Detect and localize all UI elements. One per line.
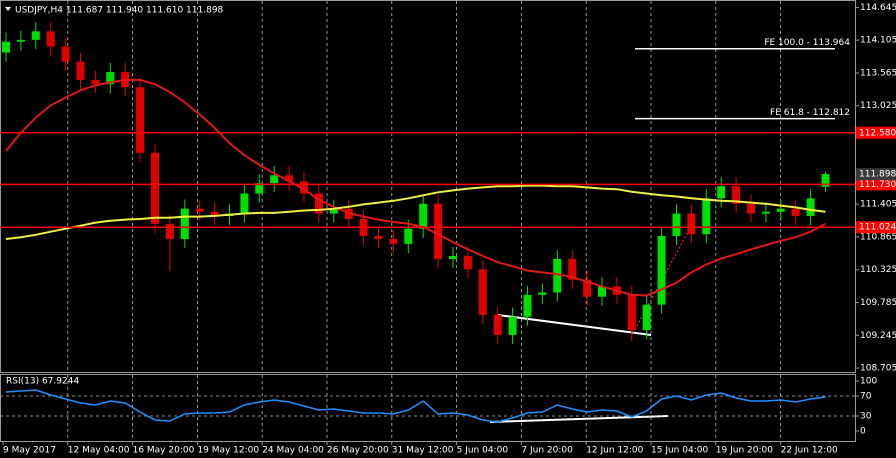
candle-body: [538, 292, 547, 295]
candle-body: [374, 235, 383, 240]
y-tick-label: 113.565: [860, 68, 896, 78]
candle-body: [478, 269, 487, 315]
candle-body: [747, 203, 755, 214]
y-tick-label: 110.865: [860, 232, 896, 242]
level-tag: [856, 221, 896, 234]
y-tick-label: 0: [860, 427, 866, 437]
candle-body: [598, 286, 606, 297]
x-tick-label: 26 May 20:00: [327, 446, 389, 456]
chart-title: USDJPY,H4 111.687 111.940 111.610 111.89…: [15, 6, 224, 16]
candle-body: [46, 31, 55, 47]
y-tick-label: 114.105: [860, 36, 896, 46]
candle-body: [732, 186, 741, 204]
candle-body: [821, 174, 830, 187]
y-tick-label: 109.785: [860, 298, 896, 308]
candle-body: [493, 314, 502, 335]
last-price-label: 111.898: [859, 170, 896, 180]
candle-body: [806, 198, 815, 216]
candle-body: [31, 31, 40, 40]
x-tick-label: 5 Jun 04:00: [457, 446, 509, 456]
candle-body: [270, 175, 279, 184]
rsi-frame: [0, 374, 856, 442]
x-tick-label: 19 May 12:00: [197, 446, 259, 456]
fe-label: FE 100.0 - 113.964: [764, 38, 850, 48]
level-tag: [856, 178, 896, 191]
y-tick-label: 114.645: [860, 3, 896, 13]
level-label: 111.730: [859, 180, 896, 190]
candle-body: [2, 41, 10, 53]
candle-body: [508, 316, 517, 335]
fe-label: FE 61.8 - 112.812: [770, 108, 850, 118]
y-tick-label: 110.325: [860, 265, 896, 275]
moving-average: [5, 184, 826, 240]
candle-body: [76, 61, 85, 80]
last-price-tag: [856, 168, 896, 181]
candle-body: [255, 183, 264, 194]
x-tick-label: 22 Jun 12:00: [781, 446, 838, 456]
candle-body: [210, 211, 219, 216]
x-tick-label: 12 May 04:00: [68, 446, 130, 456]
candle-body: [180, 208, 189, 240]
candle-body: [702, 198, 711, 235]
candle-body: [91, 79, 100, 85]
moving-average: [5, 78, 826, 297]
candle-body: [285, 175, 294, 182]
candle-body: [240, 193, 249, 214]
candle-body: [314, 193, 323, 214]
x-tick-label: 19 Jun 20:00: [716, 446, 773, 456]
rsi-line: [5, 389, 826, 423]
candle-body: [523, 294, 532, 317]
candle-body: [776, 208, 785, 212]
x-tick-label: 12 Jun 12:00: [586, 446, 643, 456]
candle-body: [717, 186, 726, 199]
y-tick-label: 70: [860, 392, 872, 402]
candle-body: [553, 259, 562, 293]
candle-body: [136, 87, 145, 153]
menu-triangle: [5, 7, 11, 11]
candle-body: [463, 256, 472, 270]
x-tick-label: 9 May 2017: [3, 446, 56, 456]
candle-body: [329, 208, 338, 214]
candle-body: [791, 208, 800, 216]
candle-body: [165, 223, 174, 240]
candle-body: [449, 256, 457, 260]
candle-body: [404, 228, 413, 244]
trend-line: [497, 314, 652, 336]
candle-body: [389, 239, 398, 244]
y-tick-label: 100: [860, 377, 877, 387]
candle-body: [687, 213, 696, 235]
level-label: 111.024: [859, 223, 896, 233]
candle-body: [151, 152, 159, 224]
x-tick-label: 31 May 12:00: [392, 446, 454, 456]
y-tick-label: 109.245: [860, 331, 896, 341]
candle-body: [16, 39, 25, 42]
main-frame: [0, 0, 856, 373]
level-label: 112.580: [859, 128, 896, 138]
y-tick-label: 113.025: [860, 101, 896, 111]
candle-body: [627, 294, 636, 331]
y-tick-label: 108.705: [860, 364, 896, 374]
x-tick-label: 24 May 04:00: [262, 446, 324, 456]
candle-body: [583, 279, 592, 297]
candle-body: [642, 304, 651, 331]
rsi-trend-line: [489, 415, 669, 423]
x-tick-label: 16 May 20:00: [133, 446, 195, 456]
candle-body: [434, 203, 443, 260]
level-tag: [856, 126, 896, 139]
x-tick-label: 15 Jun 04:00: [651, 446, 708, 456]
candle-body: [300, 181, 308, 194]
candle-body: [419, 203, 428, 229]
x-tick-label: 7 Jun 20:00: [521, 446, 573, 456]
candle-body: [106, 72, 115, 85]
candle-body: [61, 46, 70, 62]
candle-body: [657, 235, 666, 305]
candle-body: [195, 208, 204, 212]
candle-body: [568, 259, 577, 280]
y-tick-label: 111.405: [860, 200, 896, 210]
rsi-title: RSI(13) 67.9244: [6, 377, 79, 387]
candle-body: [672, 213, 681, 236]
candle-body: [761, 211, 770, 214]
y-tick-label: 30: [860, 412, 872, 422]
